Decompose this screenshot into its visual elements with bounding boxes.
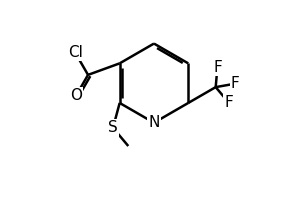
Text: S: S (108, 120, 118, 135)
Text: O: O (70, 88, 82, 103)
Text: F: F (231, 76, 240, 91)
Text: F: F (224, 95, 233, 110)
Text: F: F (213, 60, 222, 75)
Text: N: N (148, 115, 160, 130)
Text: Cl: Cl (68, 45, 82, 60)
